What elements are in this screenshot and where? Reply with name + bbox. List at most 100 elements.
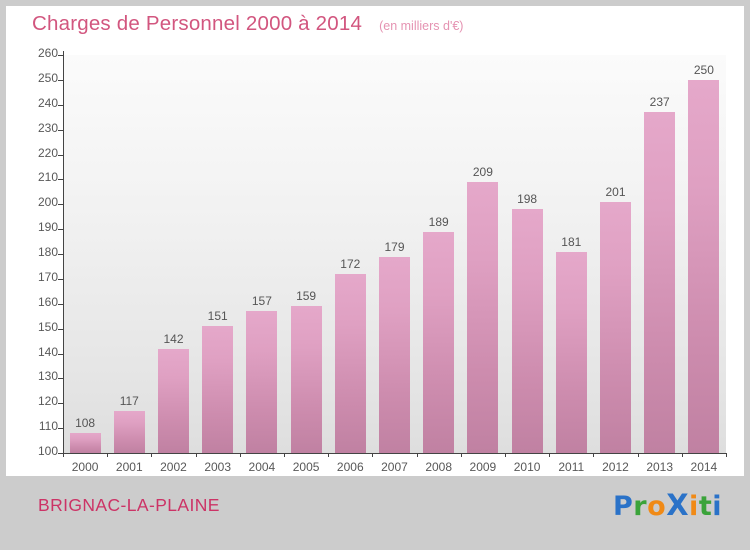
bar-column[interactable]: 157 bbox=[246, 55, 278, 453]
bar-value-label: 181 bbox=[561, 234, 582, 249]
y-axis-tick-label: 160 bbox=[37, 294, 58, 309]
y-axis-tick-mark bbox=[58, 353, 64, 355]
x-axis-tick-mark bbox=[416, 453, 418, 457]
bar-column[interactable]: 179 bbox=[379, 55, 410, 453]
bar-column[interactable]: 117 bbox=[113, 55, 145, 453]
y-axis-tick-mark bbox=[58, 204, 64, 206]
bar-value-label: 189 bbox=[428, 214, 449, 229]
y-axis-tick-mark bbox=[58, 179, 64, 181]
bar[interactable] bbox=[334, 273, 366, 453]
y-axis-tick-label: 230 bbox=[37, 120, 58, 135]
bar-column[interactable]: 189 bbox=[423, 55, 455, 453]
bar-column[interactable]: 201 bbox=[600, 55, 631, 453]
y-axis-tick-mark bbox=[58, 229, 64, 231]
y-axis-tick-label: 220 bbox=[37, 145, 58, 160]
x-axis-tick-label: 2004 bbox=[248, 460, 276, 474]
x-axis-tick-mark bbox=[549, 453, 551, 457]
bar[interactable] bbox=[423, 231, 455, 453]
bar-column[interactable]: 250 bbox=[688, 55, 720, 453]
y-axis-tick-label: 170 bbox=[37, 269, 58, 284]
logo-letter: t bbox=[698, 491, 713, 522]
y-axis-tick-mark bbox=[58, 428, 64, 430]
bar[interactable] bbox=[113, 410, 145, 453]
bar[interactable] bbox=[69, 433, 101, 453]
commune-name: BRIGNAC-LA-PLAINE bbox=[38, 495, 220, 515]
y-axis-tick-label: 210 bbox=[37, 170, 58, 185]
bar[interactable] bbox=[644, 112, 676, 453]
bar[interactable] bbox=[202, 326, 234, 453]
y-axis-tick-mark bbox=[58, 278, 64, 280]
bar[interactable] bbox=[688, 79, 720, 453]
bar-value-label: 201 bbox=[605, 184, 626, 199]
x-axis-tick-label: 2007 bbox=[381, 460, 408, 474]
bar[interactable] bbox=[379, 256, 410, 453]
logo-letter: o bbox=[647, 491, 667, 522]
y-axis-tick-mark bbox=[58, 79, 64, 81]
bar-column[interactable]: 237 bbox=[644, 55, 676, 453]
x-axis-tick-mark bbox=[328, 453, 330, 457]
bar[interactable] bbox=[600, 201, 631, 453]
x-axis-tick-label: 2005 bbox=[292, 460, 320, 474]
y-axis-tick-mark bbox=[58, 254, 64, 255]
bar-value-label: 179 bbox=[384, 239, 405, 254]
x-axis-tick-label: 2009 bbox=[469, 460, 497, 474]
bar-value-label: 198 bbox=[517, 192, 538, 207]
bar[interactable] bbox=[511, 209, 543, 453]
x-axis-tick-label: 2013 bbox=[646, 460, 674, 474]
bar-column[interactable]: 172 bbox=[334, 55, 366, 453]
y-axis-tick-label: 130 bbox=[37, 369, 58, 384]
x-axis-tick-label: 2012 bbox=[602, 460, 629, 474]
bar-value-label: 237 bbox=[649, 95, 670, 110]
y-axis-tick-label: 120 bbox=[37, 394, 58, 409]
logo-letter: r bbox=[633, 491, 648, 522]
y-axis-tick-label: 150 bbox=[37, 319, 58, 334]
bar-column[interactable]: 142 bbox=[158, 55, 189, 453]
y-axis-tick-mark bbox=[58, 55, 64, 56]
y-axis-tick-label: 260 bbox=[37, 46, 58, 60]
y-axis-tick-mark bbox=[58, 403, 64, 405]
x-axis-tick-mark bbox=[372, 453, 374, 457]
x-axis-tick-label: 2003 bbox=[204, 460, 232, 474]
chart-card: Charges de Personnel 2000 à 2014 (en mil… bbox=[6, 6, 744, 476]
x-axis-tick-label: 2008 bbox=[425, 460, 453, 474]
y-axis-tick-mark bbox=[58, 303, 64, 305]
bar-value-label: 142 bbox=[163, 331, 184, 346]
x-axis-tick-mark bbox=[726, 453, 727, 457]
bar[interactable] bbox=[158, 348, 189, 453]
bar-column[interactable]: 209 bbox=[467, 55, 499, 453]
logo-letter: P bbox=[613, 491, 634, 522]
chart-title: Charges de Personnel 2000 à 2014 bbox=[32, 12, 363, 35]
bar-column[interactable]: 181 bbox=[555, 55, 587, 453]
bar-value-label: 250 bbox=[693, 62, 714, 77]
x-axis-tick-mark bbox=[505, 453, 506, 457]
bar-value-label: 151 bbox=[207, 309, 228, 324]
bar[interactable] bbox=[290, 306, 322, 453]
bar-column[interactable]: 159 bbox=[290, 55, 322, 453]
y-axis-tick-label: 200 bbox=[37, 195, 58, 210]
x-axis-ticks: 2000 2001 2002 2003 2004 2005 2006 2007 2008 2009… bbox=[63, 453, 727, 478]
bar[interactable] bbox=[246, 311, 278, 453]
bar-column[interactable]: 151 bbox=[202, 55, 234, 453]
x-axis-tick-label: 2010 bbox=[513, 460, 541, 474]
y-axis-tick-label: 100 bbox=[37, 444, 58, 458]
y-axis-tick-mark bbox=[58, 104, 64, 106]
y-axis-tick-label: 180 bbox=[37, 245, 58, 259]
x-axis-tick-mark bbox=[681, 453, 683, 457]
x-axis-tick-mark bbox=[107, 453, 109, 457]
bar-column[interactable]: 198 bbox=[511, 55, 543, 453]
bar-column[interactable]: 108 bbox=[69, 55, 101, 453]
y-axis-tick-mark bbox=[58, 129, 64, 131]
logo-letter: i bbox=[689, 491, 699, 522]
x-axis-tick-mark bbox=[151, 453, 153, 457]
y-axis-tick-label: 140 bbox=[37, 344, 58, 359]
x-axis-tick-label: 2000 bbox=[71, 460, 99, 474]
y-axis-tick-mark bbox=[58, 154, 64, 156]
bar[interactable] bbox=[467, 181, 499, 453]
y-axis-tick-mark bbox=[58, 328, 64, 330]
x-axis-tick-label: 2002 bbox=[160, 460, 187, 474]
bar-series: 108 117 142 151 157 159 172 179 189 209 198 181 201 2… bbox=[63, 55, 726, 453]
x-axis-tick-mark bbox=[460, 453, 462, 457]
bar[interactable] bbox=[555, 251, 587, 453]
proxiti-logo[interactable]: ProXiti bbox=[613, 488, 722, 522]
chart-header: Charges de Personnel 2000 à 2014 (en mil… bbox=[6, 6, 744, 42]
